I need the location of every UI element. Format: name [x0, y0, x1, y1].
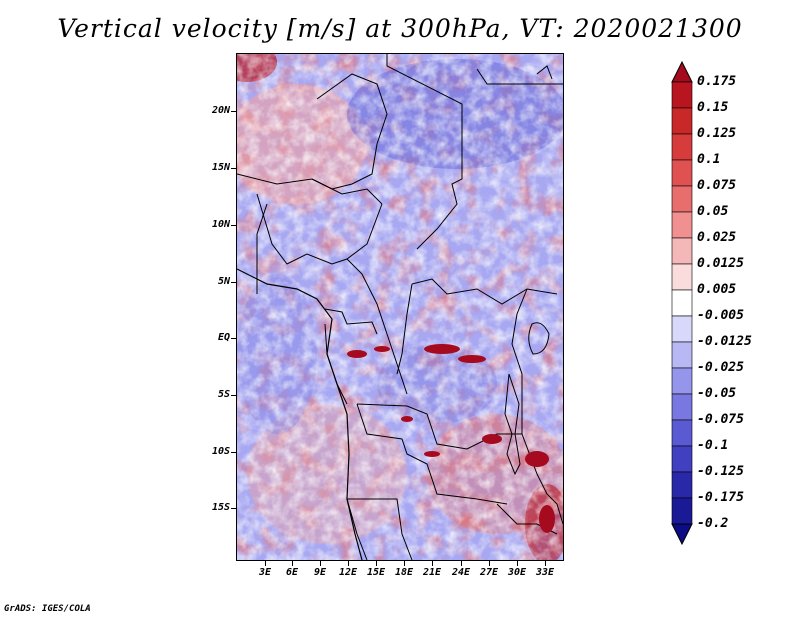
lat-label-15n: 15N [211, 162, 230, 173]
colorbar-swatch [671, 289, 693, 317]
colorbar-label: -0.075 [697, 412, 744, 427]
lat-tick [231, 338, 236, 339]
lat-tick [231, 225, 236, 226]
lat-tick [231, 282, 236, 283]
lon-tick [489, 561, 490, 566]
lat-label-5s: 5S [217, 389, 230, 400]
colorbar-label: 0.075 [697, 178, 737, 193]
colorbar-label: 0.15 [697, 100, 729, 115]
colorbar-swatch [671, 393, 693, 421]
colorbar-label: -0.025 [697, 360, 744, 375]
colorbar-swatch [671, 159, 693, 187]
lon-tick [348, 561, 349, 566]
map-plot-area [236, 53, 564, 561]
velocity-field [237, 54, 563, 560]
lon-label-24e: 24E [451, 567, 471, 578]
lon-tick [432, 561, 433, 566]
lon-label-12e: 12E [338, 567, 358, 578]
lat-tick [231, 168, 236, 169]
map-title: Vertical velocity [m/s] at 300hPa, VT: 2… [57, 14, 743, 43]
colorbar-swatch [671, 81, 693, 109]
lat-label-5n: 5N [217, 276, 230, 287]
colorbar-label: 0.175 [697, 74, 737, 89]
lon-tick [292, 561, 293, 566]
lat-label-15s: 15S [211, 502, 230, 513]
colorbar-swatch [671, 185, 693, 213]
colorbar-label: 0.0125 [697, 256, 744, 271]
lat-tick [231, 452, 236, 453]
colorbar-label: -0.175 [697, 490, 744, 505]
colorbar-label: -0.005 [697, 308, 744, 323]
colorbar-label: 0.1 [697, 152, 721, 167]
lon-tick [517, 561, 518, 566]
lon-tick [545, 561, 546, 566]
colorbar-swatch [671, 497, 693, 525]
lat-tick [231, 508, 236, 509]
lon-label-30e: 30E [507, 567, 527, 578]
lon-label-3e: 3E [258, 567, 272, 578]
lon-label-6e: 6E [285, 567, 299, 578]
lon-tick [404, 561, 405, 566]
colorbar-label: 0.025 [697, 230, 737, 245]
colorbar-label: 0.125 [697, 126, 737, 141]
lat-tick [231, 111, 236, 112]
grads-credit: GrADS: IGES/COLA [4, 604, 91, 614]
colorbar-swatch [671, 341, 693, 369]
colorbar-swatch [671, 107, 693, 135]
colorbar-swatch [671, 315, 693, 343]
colorbar-swatch [671, 133, 693, 161]
lon-label-27e: 27E [479, 567, 499, 578]
colorbar-swatch [671, 237, 693, 265]
colorbar [671, 60, 693, 546]
colorbar-swatch [671, 445, 693, 473]
lon-tick [265, 561, 266, 566]
lon-label-21e: 21E [422, 567, 442, 578]
colorbar-swatch [671, 211, 693, 239]
lat-label-10s: 10S [211, 446, 230, 457]
colorbar-label: 0.005 [697, 282, 737, 297]
lon-label-18e: 18E [394, 567, 414, 578]
lat-label-10n: 10N [211, 219, 230, 230]
lon-label-9e: 9E [313, 567, 327, 578]
colorbar-label: -0.125 [697, 464, 744, 479]
lat-tick [231, 395, 236, 396]
lon-tick [320, 561, 321, 566]
colorbar-label: -0.1 [697, 438, 729, 453]
lat-label-20n: 20N [211, 105, 230, 116]
colorbar-label: 0.05 [697, 204, 729, 219]
colorbar-label: -0.0125 [697, 334, 752, 349]
colorbar-swatch [671, 263, 693, 291]
lon-tick [461, 561, 462, 566]
colorbar-swatch [671, 523, 693, 546]
lon-tick [376, 561, 377, 566]
lon-label-15e: 15E [366, 567, 386, 578]
colorbar-swatch [671, 471, 693, 499]
colorbar-swatch [671, 367, 693, 395]
colorbar-label: -0.05 [697, 386, 737, 401]
lat-label-eq: EQ [217, 332, 230, 343]
colorbar-swatch [671, 419, 693, 447]
lon-label-33e: 33E [535, 567, 555, 578]
colorbar-boxes [671, 60, 693, 546]
colorbar-swatch [671, 60, 693, 83]
colorbar-label: -0.2 [697, 516, 729, 531]
